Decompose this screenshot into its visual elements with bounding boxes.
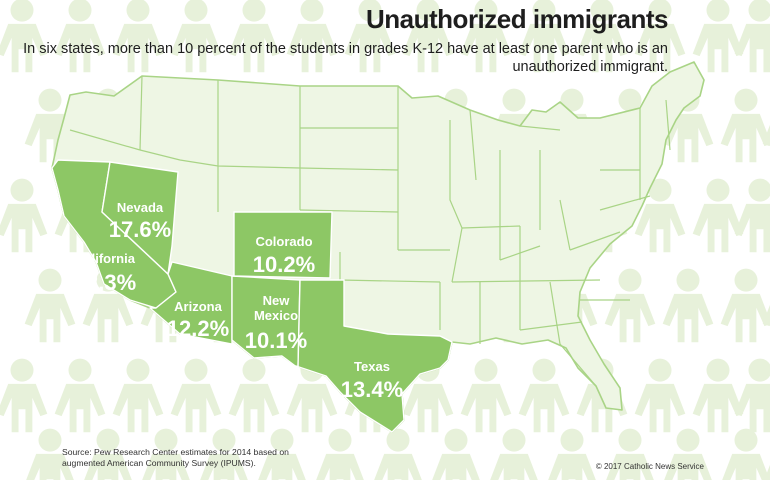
background-person-icon <box>170 358 222 433</box>
source-note: Source: Pew Research Center estimates fo… <box>62 447 289 468</box>
state-texas <box>295 279 453 433</box>
background-person-icon <box>488 428 540 480</box>
background-person-icon <box>54 358 106 433</box>
label-arizona-name: Arizona <box>174 299 222 314</box>
label-texas-name: Texas <box>354 359 390 374</box>
state-nevada <box>101 161 179 275</box>
background-person-icon <box>430 428 482 480</box>
background-person-icon <box>604 268 656 343</box>
label-california-name: California <box>75 251 136 266</box>
background-person-icon <box>0 178 48 253</box>
background-person-icon <box>662 268 714 343</box>
background-person-icon <box>112 358 164 433</box>
label-nevada-name: Nevada <box>117 200 164 215</box>
state-colorado <box>233 211 333 279</box>
subtitle-text: In six states, more than 10 percent of t… <box>23 41 668 75</box>
state-boundaries <box>69 75 671 387</box>
label-texas-value: 13.4% <box>341 377 403 402</box>
background-person-icon <box>720 428 770 480</box>
background-person-icon <box>692 0 744 73</box>
background-person-icon <box>314 428 366 480</box>
background-person-icon <box>604 428 656 480</box>
background-person-icon <box>734 178 770 253</box>
background-person-icon <box>662 428 714 480</box>
label-colorado-value: 10.2% <box>253 252 315 277</box>
label-california-value: 12.3% <box>74 270 136 295</box>
highlighted-states <box>51 159 453 433</box>
background-person-icon <box>692 358 744 433</box>
state-arizona <box>149 261 233 345</box>
label-new-mexico-value: 10.1% <box>245 328 307 353</box>
background-person-icon <box>720 268 770 343</box>
state-labels: Nevada 17.6% California 12.3% Colorado 1… <box>74 200 403 402</box>
background-person-icon <box>460 358 512 433</box>
background-person-icon <box>692 178 744 253</box>
page-subtitle: In six states, more than 10 percent of t… <box>0 40 668 76</box>
copyright-credit: © 2017 Catholic News Service <box>595 462 704 471</box>
background-person-icon <box>228 358 280 433</box>
background-person-icon <box>518 358 570 433</box>
background-person-icon <box>734 0 770 73</box>
label-nevada-value: 17.6% <box>109 217 171 242</box>
page-title: Unauthorized immigrants <box>366 4 668 34</box>
background-person-icon <box>24 268 76 343</box>
label-new-mexico-name-line2: Mexico <box>254 308 298 323</box>
background-person-icon <box>372 428 424 480</box>
background-person-icon <box>634 358 686 433</box>
label-arizona-value: 12.2% <box>167 316 229 341</box>
background-person-icon <box>0 358 48 433</box>
background-person-icon <box>546 428 598 480</box>
background-person-icon <box>734 358 770 433</box>
background-person-icon <box>720 88 770 163</box>
label-colorado-name: Colorado <box>255 234 312 249</box>
label-new-mexico-name-line1: New <box>263 293 291 308</box>
